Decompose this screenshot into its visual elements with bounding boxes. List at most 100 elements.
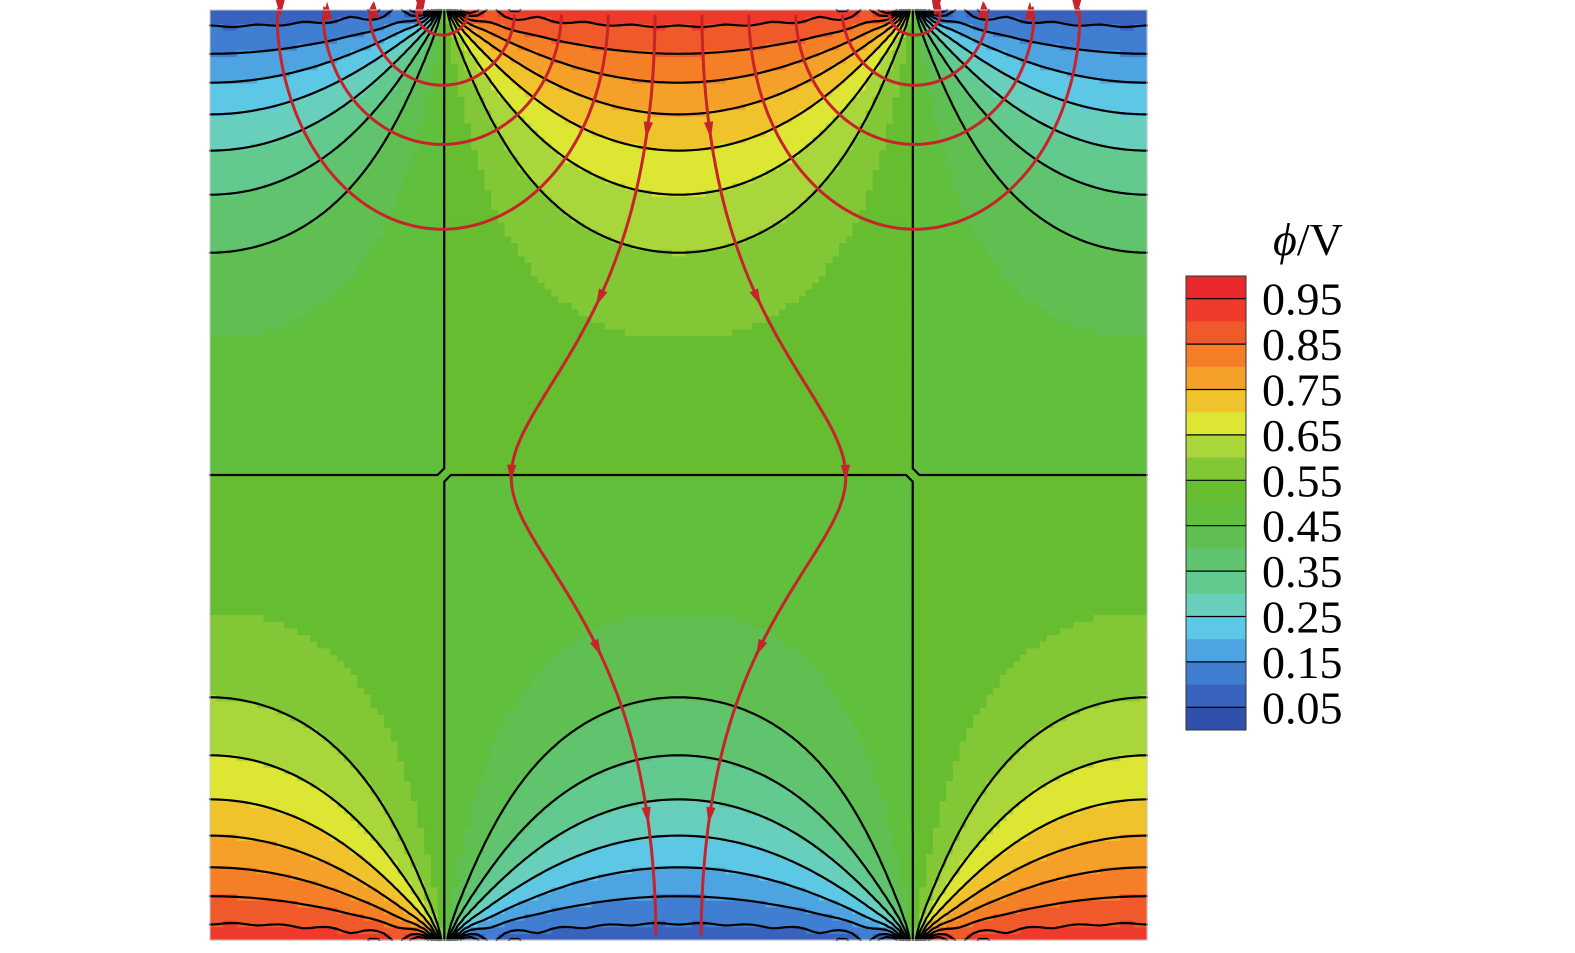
potential-cell — [952, 760, 1008, 768]
potential-cell — [384, 229, 445, 237]
potential-cell — [1039, 880, 1148, 888]
potential-cell — [798, 793, 847, 802]
potential-cell — [424, 56, 439, 64]
potential-cell — [879, 83, 900, 91]
potential-cell — [892, 96, 914, 104]
potential-cell — [457, 16, 465, 24]
potential-cell — [464, 56, 479, 64]
potential-cell — [397, 754, 445, 762]
potential-cell — [879, 56, 894, 64]
potential-cell — [872, 760, 914, 768]
potential-contours — [208, 8, 1149, 942]
potential-cell — [337, 56, 378, 64]
potential-cell — [919, 49, 934, 58]
potential-cell — [410, 162, 445, 171]
potential-cell — [410, 780, 445, 788]
potential-cell — [832, 687, 914, 695]
potential-cell — [912, 16, 921, 24]
potential-cell — [357, 820, 392, 828]
potential-cell — [236, 754, 345, 762]
potential-cell — [464, 886, 479, 895]
potential-cell — [912, 122, 941, 131]
potential-cell — [879, 900, 894, 908]
potential-cell — [912, 873, 927, 881]
potential-cell — [410, 83, 432, 91]
potential-cell — [912, 800, 941, 808]
potential-cell — [939, 866, 961, 875]
potential-cell — [912, 561, 1148, 569]
potential-cell — [210, 355, 445, 363]
potential-cell — [337, 747, 398, 755]
potential-cell — [444, 900, 452, 908]
potential-cell — [912, 707, 981, 715]
potential-cell — [624, 614, 733, 622]
potential-cell — [872, 10, 894, 18]
potential-cell — [384, 893, 405, 901]
potential-cell — [424, 49, 439, 58]
potential-cell — [1106, 142, 1148, 151]
potential-cell — [879, 886, 894, 895]
potential-cell — [705, 23, 854, 31]
potential-cell — [210, 382, 445, 390]
potential-cell — [511, 840, 546, 848]
potential-cell — [384, 142, 419, 151]
field-arrowhead — [641, 806, 651, 824]
potential-cell — [477, 83, 492, 91]
potential-cell — [210, 481, 445, 489]
potential-cell — [404, 182, 445, 190]
potential-cell — [464, 103, 486, 111]
potential-cell — [819, 49, 854, 58]
potential-cell — [363, 29, 398, 38]
potential-cell — [444, 661, 546, 669]
potential-cell — [999, 122, 1048, 131]
potential-cell — [464, 23, 479, 31]
potential-cell — [752, 621, 914, 629]
potential-cell — [865, 900, 880, 908]
potential-cell — [899, 76, 914, 84]
potential-cell — [598, 229, 760, 237]
potential-cell — [524, 913, 834, 921]
potential-cell — [832, 880, 860, 888]
potential-cell — [946, 920, 974, 928]
potential-cell — [210, 196, 338, 204]
potential-cell — [986, 242, 1101, 250]
potential-cell — [210, 43, 298, 51]
potential-cell — [444, 328, 626, 337]
potential-cell — [524, 116, 566, 124]
potential-cell — [912, 674, 1001, 682]
potential-cell — [537, 873, 599, 881]
potential-cell — [276, 103, 345, 111]
potential-cell — [424, 43, 432, 51]
potential-cell — [1026, 860, 1148, 868]
potential-cell — [819, 760, 874, 768]
potential-cell — [210, 747, 338, 755]
potential-cell — [892, 63, 900, 71]
potential-cell — [819, 129, 860, 137]
potential-cell — [444, 813, 472, 822]
potential-cell — [323, 734, 392, 742]
potential-cell — [491, 56, 512, 64]
potential-cell — [363, 913, 398, 921]
potential-cell — [912, 813, 941, 822]
potential-cell — [410, 860, 432, 868]
potential-cell — [444, 249, 519, 257]
potential-cell — [531, 820, 579, 828]
potential-cell — [732, 182, 820, 190]
potential-cell — [444, 455, 914, 463]
potential-cell — [363, 827, 398, 835]
potential-cell — [879, 162, 914, 171]
colorbar-tick-label: 0.55 — [1262, 455, 1343, 506]
potential-cell — [417, 820, 445, 828]
potential-cell — [531, 262, 827, 270]
potential-cell — [1039, 215, 1148, 224]
potential-cell — [424, 96, 445, 104]
potential-cell — [946, 43, 961, 51]
potential-cell — [210, 189, 238, 197]
potential-cell — [390, 880, 412, 888]
potential-cell — [591, 847, 767, 855]
potential-cell — [912, 308, 1048, 317]
potential-cell — [457, 89, 479, 97]
potential-cell — [926, 880, 934, 888]
potential-cell — [745, 707, 847, 715]
potential-cell — [517, 833, 559, 841]
